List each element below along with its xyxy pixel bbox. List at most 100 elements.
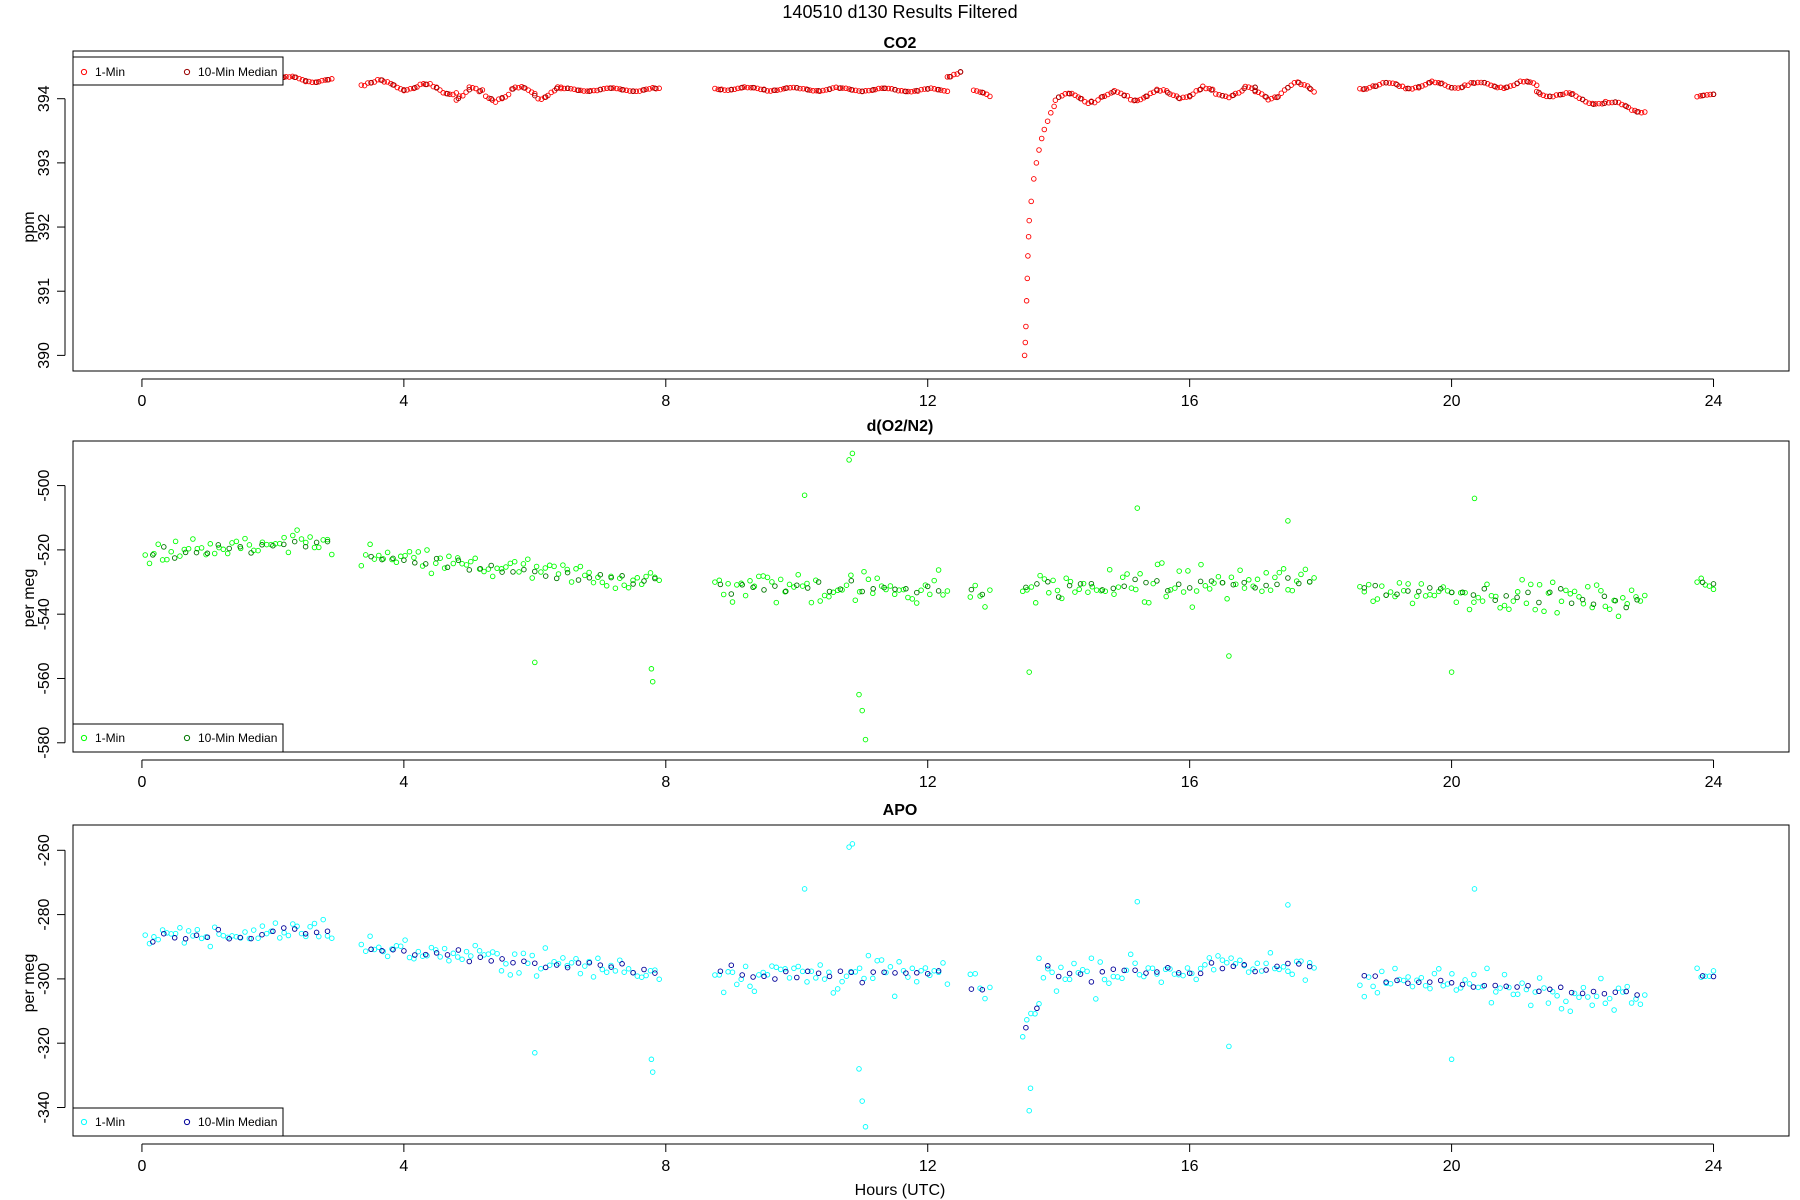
data-point [568,85,574,92]
data-point [913,978,920,985]
data-point [1128,585,1135,591]
data-point [1361,993,1368,1000]
data-point [198,935,205,942]
median-point [1219,92,1226,99]
data-point [151,550,157,557]
data-point [476,948,483,954]
median-point [1601,100,1608,107]
data-point [1111,87,1118,94]
data-point [1624,983,1630,990]
median-point [1252,585,1258,591]
data-point [1025,253,1031,259]
data-point [538,569,544,575]
data-point [1633,594,1639,600]
data-point [909,965,916,972]
median-point [739,84,745,91]
median-point [1285,960,1291,967]
median-point [597,571,604,578]
data-point [756,972,762,978]
median-point [368,946,374,953]
data-point [839,978,845,985]
data-point [913,600,920,606]
median-point [171,935,178,941]
data-point [1190,91,1196,97]
data-point [599,579,606,586]
data-point [1285,968,1291,975]
median-point [935,968,942,974]
median-point [924,583,931,590]
data-point [1267,950,1274,956]
data-point [940,960,946,966]
data-point [1031,176,1037,182]
median-point [1372,973,1378,979]
median-point [150,939,156,945]
median-point [1110,585,1117,592]
x-tick-label: 0 [137,393,146,410]
data-point [865,952,872,959]
data-point [1037,572,1043,579]
x-tick-label: 16 [1181,774,1199,791]
data-point [1440,982,1446,989]
data-point [155,936,161,943]
data-point [468,558,474,565]
data-point [734,582,740,588]
median-point [1099,969,1106,975]
data-point [568,960,575,966]
data-point [1095,97,1101,103]
median-point [619,573,625,579]
data-point [777,966,784,973]
data-point [1082,98,1088,105]
data-point [181,546,188,553]
data-point [1528,1002,1534,1009]
legend-marker-do2n2-1min [80,734,88,742]
median-point [892,586,898,593]
data-point [411,554,417,561]
data-point [977,89,983,95]
data-point [376,944,382,951]
data-point [185,928,192,934]
median-point [1405,588,1411,594]
x-ticks-do2n2: 0 4 8 12 16 20 24 [137,759,1723,791]
data-point [1059,595,1065,602]
median-point [859,588,865,595]
data-point [1026,669,1032,675]
median-point [488,958,494,964]
median-point [1208,960,1215,966]
data-point [1193,588,1200,594]
data-point [389,556,395,563]
median-point [324,76,331,83]
data-point [142,552,148,558]
data-point [1536,975,1543,981]
data-point [1167,587,1174,593]
data-point [1044,118,1051,124]
data-point [742,592,749,599]
median-point [1066,90,1073,97]
data-point [203,551,209,558]
data-point [1387,589,1394,595]
median-point [641,966,647,973]
data-point [286,74,293,80]
data-point [1545,1000,1552,1006]
median-point [1547,986,1553,993]
data-point [1370,598,1376,604]
data-point [856,965,863,971]
data-point [190,536,196,542]
data-point [1226,653,1232,659]
y-ticks-do2n2: -580 -560 -540 -520 -500 [36,469,66,759]
data-point [630,577,636,584]
median-point [499,956,505,962]
median-point [182,936,189,942]
data-point [1363,86,1370,92]
median-point [488,95,494,102]
data-point [1222,93,1229,100]
data-point [648,1056,655,1063]
data-point [843,582,850,588]
data-point [872,86,879,93]
data-point [1154,971,1160,977]
data-point [1141,599,1148,605]
median-point [1208,87,1215,93]
data-point [1563,90,1569,96]
median-point [1699,92,1706,99]
data-point [638,974,645,980]
median-point [848,577,855,584]
